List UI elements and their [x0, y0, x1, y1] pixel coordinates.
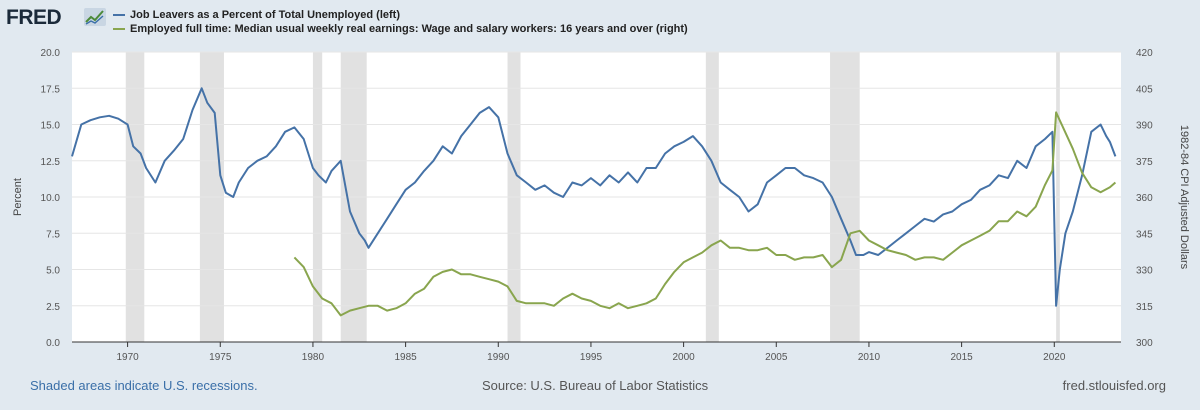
- x-tick-label: 1970: [116, 352, 139, 363]
- y-tick-label-right: 405: [1136, 84, 1153, 95]
- y-axis-left-label: Percent: [12, 178, 24, 216]
- chart-legend: Job Leavers as a Percent of Total Unempl…: [113, 8, 688, 36]
- y-tick-label-right: 315: [1136, 302, 1153, 313]
- y-tick-label-left: 0.0: [46, 338, 60, 349]
- site-link[interactable]: fred.stlouisfed.org: [1062, 378, 1166, 393]
- trend-chart-icon: [84, 8, 106, 26]
- x-tick-label: 1995: [580, 352, 603, 363]
- y-tick-label-left: 10.0: [41, 193, 61, 204]
- legend-swatch-blue: [113, 14, 125, 16]
- chart-header: FRED Job Leavers as a Percent of Total U…: [0, 0, 1200, 44]
- y-tick-label-right: 420: [1136, 48, 1153, 59]
- x-tick-label: 1985: [394, 352, 417, 363]
- legend-label: Employed full time: Median usual weekly …: [130, 23, 688, 35]
- y-tick-label-right: 360: [1136, 193, 1153, 204]
- x-tick-label: 1990: [487, 352, 510, 363]
- x-tick-label: 2010: [858, 352, 881, 363]
- y-tick-label-right: 345: [1136, 229, 1153, 240]
- legend-item-earnings[interactable]: Employed full time: Median usual weekly …: [113, 22, 688, 36]
- legend-swatch-green: [113, 28, 125, 30]
- x-tick-label: 2015: [950, 352, 973, 363]
- y-tick-label-left: 15.0: [41, 121, 61, 132]
- x-tick-label: 1975: [209, 352, 232, 363]
- x-tick-label: 1980: [302, 352, 325, 363]
- source-note: Source: U.S. Bureau of Labor Statistics: [482, 378, 709, 393]
- x-tick-label: 2020: [1043, 352, 1066, 363]
- y-tick-label-left: 5.0: [46, 266, 60, 277]
- y-tick-label-left: 17.5: [41, 84, 61, 95]
- y-tick-label-left: 12.5: [41, 157, 61, 168]
- legend-item-job-leavers[interactable]: Job Leavers as a Percent of Total Unempl…: [113, 8, 688, 22]
- recession-note-link[interactable]: Shaded areas indicate U.S. recessions.: [30, 378, 258, 393]
- y-tick-label-right: 375: [1136, 157, 1153, 168]
- y-tick-label-left: 20.0: [41, 48, 61, 59]
- fred-logo[interactable]: FRED: [6, 6, 62, 29]
- y-tick-label-left: 2.5: [46, 302, 60, 313]
- legend-label: Job Leavers as a Percent of Total Unempl…: [130, 9, 400, 21]
- y-tick-label-left: 7.5: [46, 229, 60, 240]
- y-tick-label-right: 330: [1136, 266, 1153, 277]
- series-line-earnings[interactable]: [293, 111, 1117, 317]
- series-line-job-leavers[interactable]: [71, 87, 1117, 307]
- y-tick-label-right: 390: [1136, 121, 1153, 132]
- x-tick-label: 2000: [672, 352, 695, 363]
- y-axis-right-label: 1982-84 CPI Adjusted Dollars: [1178, 125, 1190, 270]
- y-tick-label-right: 300: [1136, 338, 1153, 349]
- x-tick-label: 2005: [765, 352, 788, 363]
- chart-footer: Shaded areas indicate U.S. recessions. S…: [0, 378, 1200, 398]
- line-chart[interactable]: 0.0 300 2.5 315 5.0 330 7.5 345 10.0 360 12.5 375 15…: [0, 44, 1200, 374]
